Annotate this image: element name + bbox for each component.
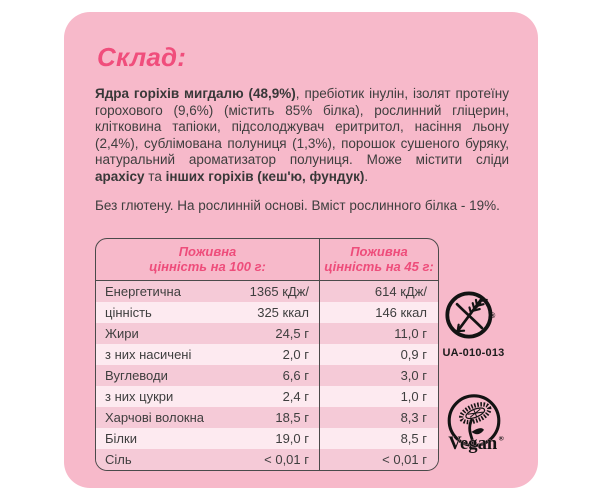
value-per-45g: < 0,01 г <box>319 449 438 470</box>
value-per-100g: < 0,01 г <box>264 452 309 467</box>
nutrient-label: з них цукри <box>105 389 174 404</box>
ingredient-main-bold: Ядра горіхів мигдалю (48,9%) <box>95 86 296 101</box>
ingredients-paragraph: Ядра горіхів мигдалю (48,9%), пребіотик … <box>95 86 509 185</box>
nutrient-label: цінність <box>105 305 152 320</box>
nutrition-row: з них цукри 2,4 г 1,0 г <box>96 386 438 407</box>
ingredients-label-card: Склад: Ядра горіхів мигдалю (48,9%), пре… <box>64 12 538 488</box>
value-per-100g: 18,5 г <box>275 410 309 425</box>
nutrient-label: з них насичені <box>105 347 192 362</box>
value-per-45g: 8,3 г <box>319 407 438 428</box>
nutrition-row: Сіль < 0,01 г < 0,01 г <box>96 449 438 470</box>
nutrition-table-frame: Поживна цінність на 100 г: Поживна цінніст… <box>95 238 439 471</box>
nutrition-row: Енергетична 1365 кДж/614 кДж/ <box>96 280 438 302</box>
ingredients-text-conjunction: та <box>144 168 166 184</box>
vegan-badge: Vegan ® <box>443 392 505 458</box>
value-per-45g: 146 ккал <box>319 302 438 323</box>
nutrient-label: Харчові волокна <box>105 410 205 425</box>
value-per-100g: 2,4 г <box>282 389 309 404</box>
registered-mark: ® <box>498 435 503 443</box>
nutrition-table: Поживна цінність на 100 г: Поживна цінніст… <box>96 239 438 470</box>
value-per-100g: 19,0 г <box>275 431 309 446</box>
nutrient-label: Вуглеводи <box>105 368 168 383</box>
nutrition-section: Поживна цінність на 100 г: Поживна цінніст… <box>95 238 508 471</box>
vegan-wordmark: Vegan <box>448 433 498 454</box>
nutrient-label: Енергетична <box>105 284 181 299</box>
ingredients-text-end: . <box>364 168 369 184</box>
value-per-100g: 24,5 г <box>275 326 309 341</box>
header-per-100g-line1: Поживна <box>178 244 237 259</box>
registered-mark: ® <box>490 312 496 320</box>
value-per-100g: 325 ккал <box>257 305 309 320</box>
value-per-45g: 11,0 г <box>319 323 438 344</box>
nutrition-row: Жири 24,5 г 11,0 г <box>96 323 438 344</box>
value-per-45g: 1,0 г <box>319 386 438 407</box>
header-per-45g-line1: Поживна <box>350 244 408 259</box>
value-per-100g: 2,0 г <box>282 347 309 362</box>
value-per-100g: 6,6 г <box>282 368 309 383</box>
header-per-45g: Поживна цінність на 45 г: <box>319 239 438 281</box>
allergen-nuts-bold: інших горіхів (кеш'ю, фундук) <box>165 168 365 184</box>
nutrition-row: з них насичені 2,0 г 0,9 г <box>96 344 438 365</box>
nutrient-label: Сіль <box>105 452 132 467</box>
value-per-100g: 1365 кДж/ <box>249 284 309 299</box>
allergen-peanut-bold: арахісу <box>95 168 145 184</box>
certification-badges: ® UA-010-013 Vegan <box>439 238 508 471</box>
nutrition-header-row: Поживна цінність на 100 г: Поживна цінніст… <box>96 239 438 281</box>
ingredients-text: , пребіотик інулін, ізолят протеїну горо… <box>95 86 509 167</box>
dietary-claims-line: Без глютену. На рослинній основі. Вміст … <box>95 198 500 213</box>
nutrition-row: цінність 325 ккал 146 ккал <box>96 302 438 323</box>
gluten-free-code: UA-010-013 <box>442 347 505 359</box>
header-per-100g: Поживна цінність на 100 г: <box>96 239 320 281</box>
value-per-45g: 614 кДж/ <box>319 280 438 302</box>
section-title: Склад: <box>97 42 187 72</box>
nutrient-label: Білки <box>105 431 137 446</box>
header-per-45g-line2: цінність на 45 г: <box>324 259 434 274</box>
value-per-45g: 0,9 г <box>319 344 438 365</box>
nutrition-row: Білки 19,0 г 8,5 г <box>96 428 438 449</box>
nutrition-row: Вуглеводи 6,6 г 3,0 г <box>96 365 438 386</box>
value-per-45g: 8,5 г <box>319 428 438 449</box>
gluten-free-badge: ® UA-010-013 <box>443 288 505 359</box>
vegan-sunflower-icon: Vegan ® <box>447 394 503 454</box>
nutrient-label: Жири <box>105 326 139 341</box>
crossed-grain-icon: ® <box>444 291 496 339</box>
value-per-45g: 3,0 г <box>319 365 438 386</box>
nutrition-row: Харчові волокна 18,5 г 8,3 г <box>96 407 438 428</box>
header-per-100g-line2: цінність на 100 г: <box>149 259 266 274</box>
